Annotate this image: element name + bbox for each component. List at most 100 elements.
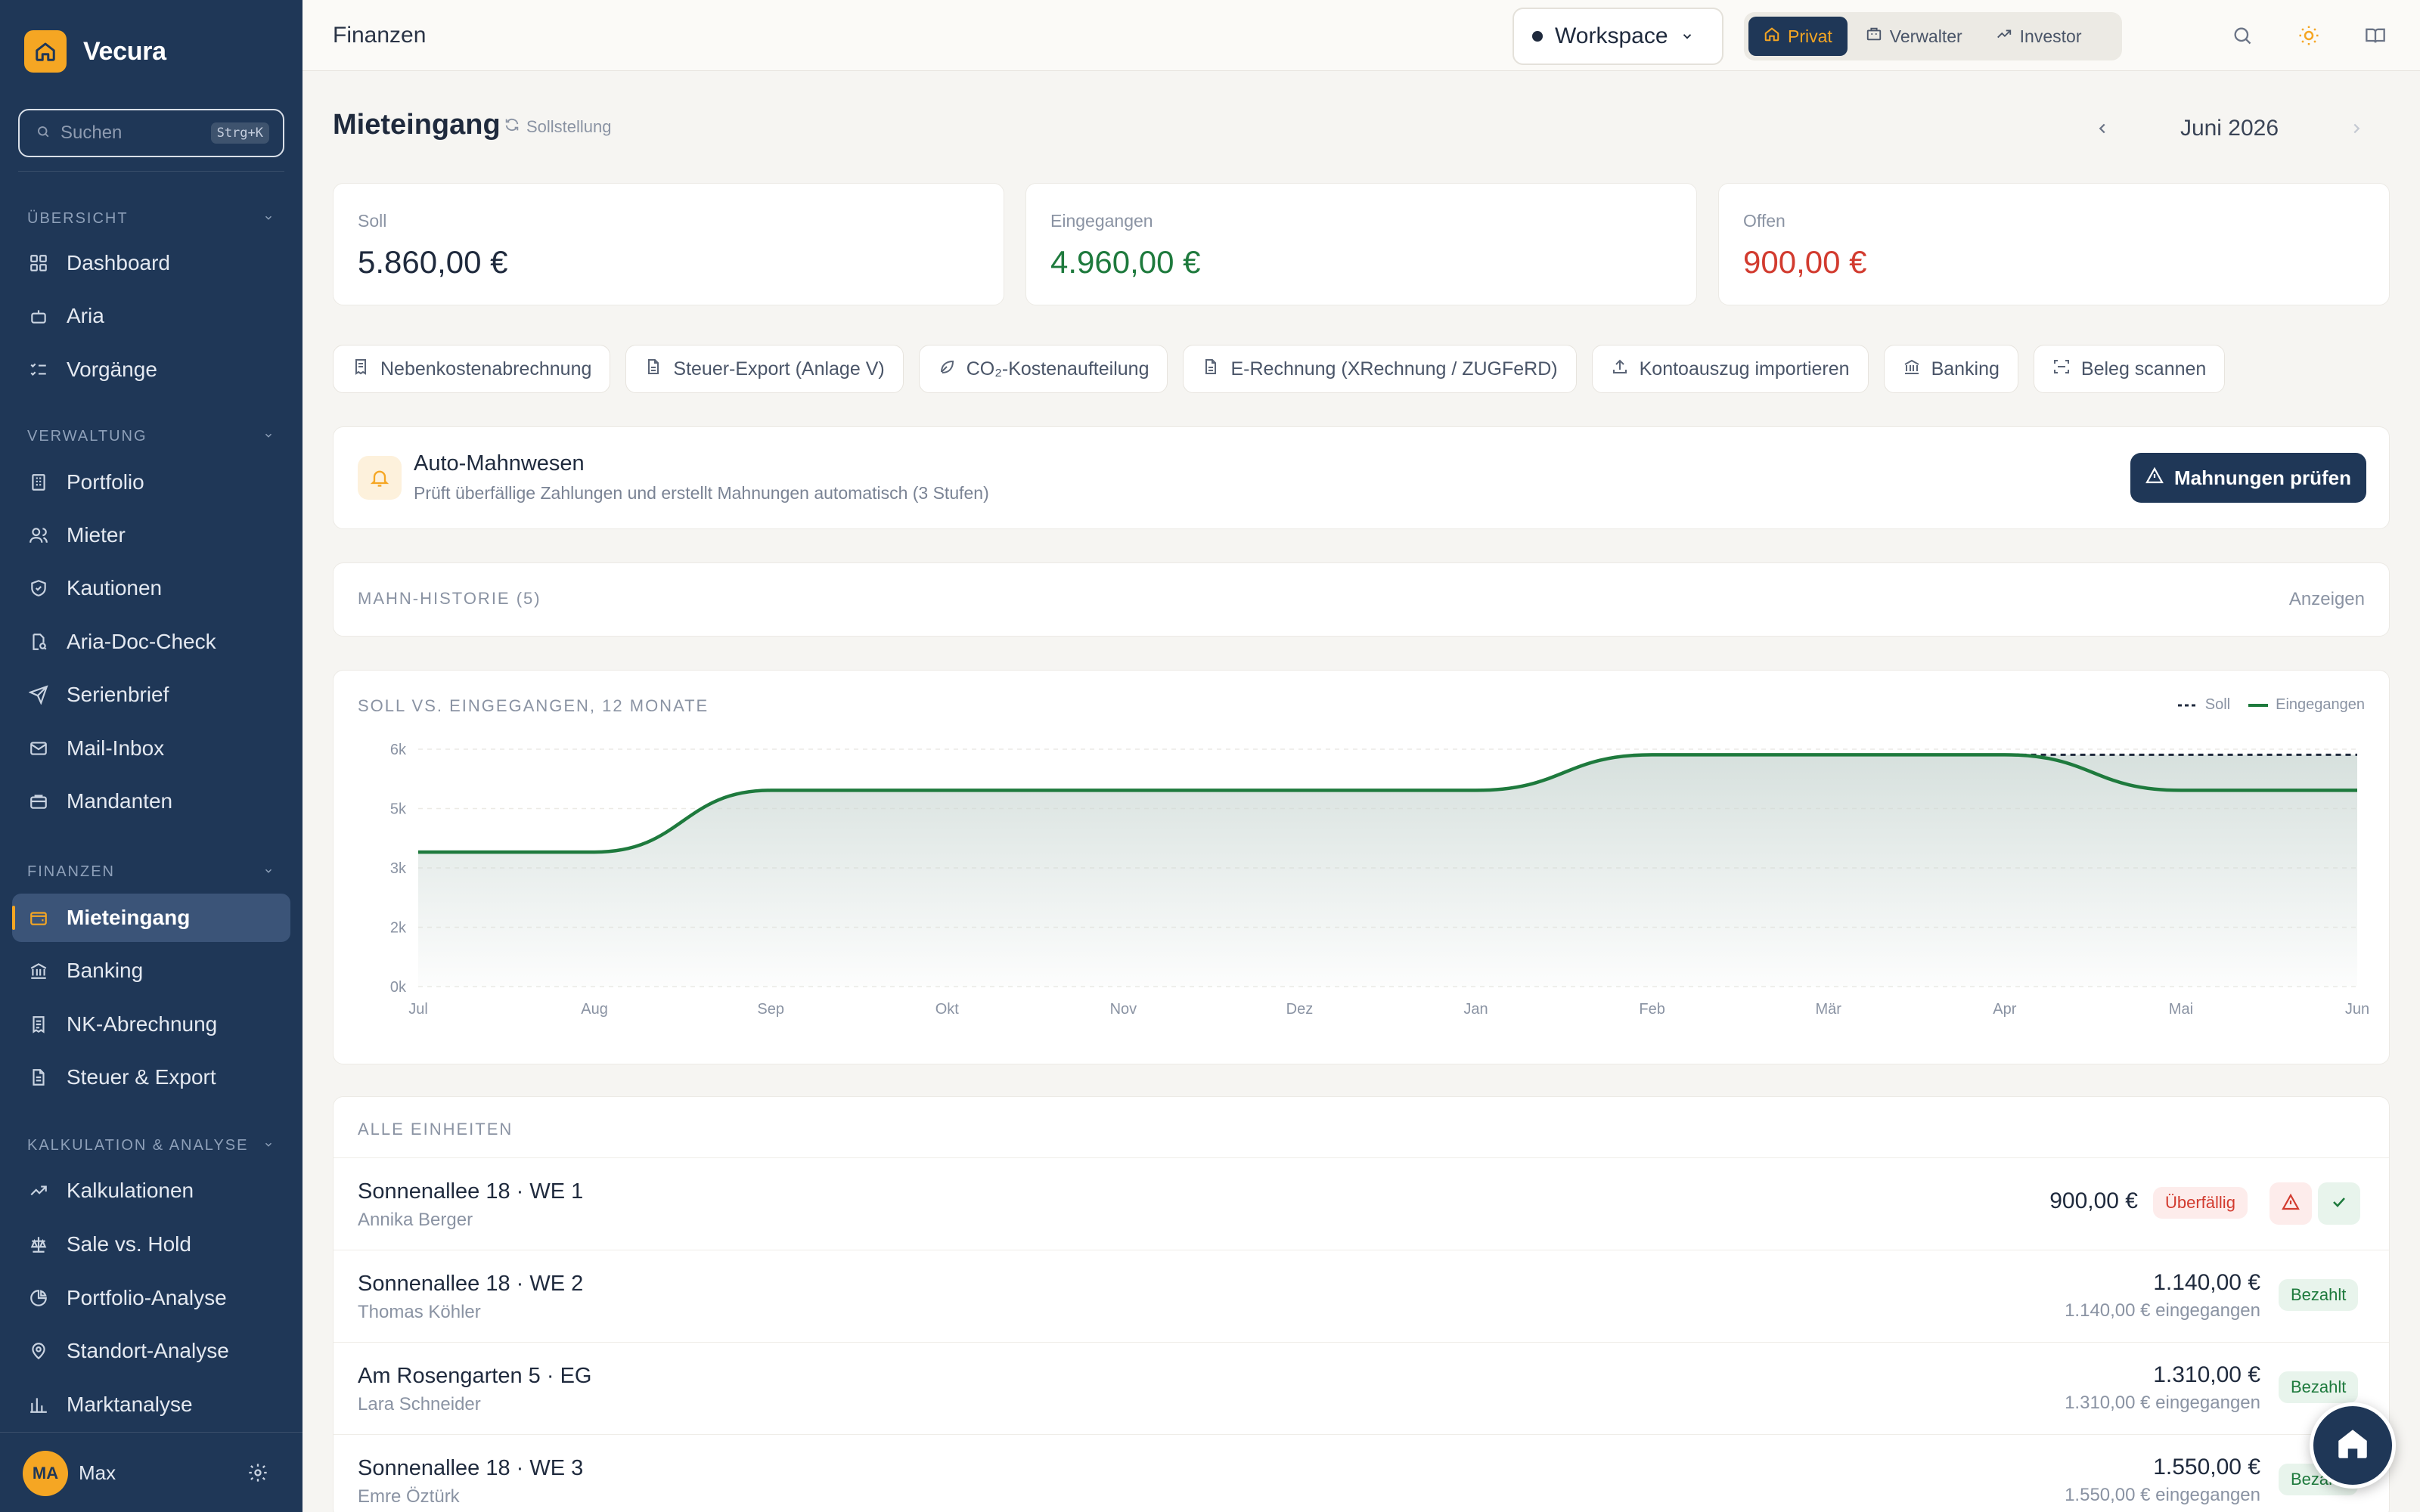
steuer-export-button[interactable]: Steuer-Export (Anlage V)	[625, 345, 904, 393]
role-verwalter[interactable]: Verwalter	[1851, 17, 1978, 56]
page-subtitle[interactable]: Sollstellung	[504, 116, 612, 138]
status-dot	[1532, 31, 1543, 42]
section-header-verwaltung[interactable]: VERWALTUNG	[27, 428, 274, 445]
banking-button[interactable]: Banking	[1883, 345, 2018, 393]
mahnungen-pruefen-button[interactable]: Mahnungen prüfen	[2130, 453, 2366, 503]
kpi-label: Soll	[358, 211, 387, 231]
book-icon[interactable]	[2360, 20, 2391, 51]
sidebar-item-dashboard[interactable]: Dashboard	[12, 239, 290, 287]
sidebar-item-label: Mieteingang	[67, 906, 191, 929]
button-label: Beleg scannen	[2080, 358, 2207, 380]
workspace-switcher[interactable]: Workspace	[1512, 8, 1723, 65]
role-privat[interactable]: Privat	[1748, 17, 1848, 56]
search-input[interactable]: Suchen Strg+K	[18, 109, 284, 157]
sidebar-item-marktanalyse[interactable]: Marktanalyse	[12, 1380, 290, 1429]
avatar[interactable]: MA	[23, 1451, 68, 1496]
received-amount: 1.550,00 € eingegangen	[2065, 1485, 2260, 1505]
sun-icon[interactable]	[2293, 20, 2325, 51]
sidebar-item-serienbrief[interactable]: Serienbrief	[12, 671, 290, 719]
beleg-scannen-button[interactable]: Beleg scannen	[2033, 345, 2226, 393]
sidebar-item-mandanten[interactable]: Mandanten	[12, 777, 290, 826]
nebenkostenabrechnung-button[interactable]: Nebenkostenabrechnung	[333, 345, 611, 393]
chevron-left-icon[interactable]	[2087, 113, 2118, 144]
section-title: ÜBERSICHT	[27, 210, 129, 227]
home-icon	[2334, 1425, 2372, 1467]
trend-icon	[27, 1179, 50, 1202]
legend-swatch-eingegangen	[2248, 703, 2269, 707]
sidebar-item-aria-doc-check[interactable]: Aria-Doc-Check	[12, 618, 290, 666]
table-row[interactable]: Sonnenallee 18 · WE 3 Emre Öztürk 1.550,…	[334, 1434, 2389, 1512]
section-header-finanzen[interactable]: FINANZEN	[27, 863, 274, 881]
section-header-overview[interactable]: ÜBERSICHT	[27, 210, 274, 228]
file-icon	[644, 358, 662, 381]
unit-name: Sonnenallee 18 · WE 3	[358, 1456, 584, 1480]
search-icon	[36, 125, 50, 142]
table-row[interactable]: Am Rosengarten 5 · EG Lara Schneider 1.3…	[334, 1342, 2389, 1434]
send-icon	[27, 683, 50, 706]
unit-amount: 1.140,00 €	[2153, 1270, 2260, 1295]
shield-check-icon	[27, 577, 50, 600]
sidebar-item-steuer-export[interactable]: Steuer & Export	[12, 1053, 290, 1101]
button-label: E-Rechnung (XRechnung / ZUGFeRD)	[1230, 358, 1558, 380]
role-investor[interactable]: Investor	[1981, 17, 2097, 56]
sidebar-item-sale-vs-hold[interactable]: Sale vs. Hold	[12, 1220, 290, 1269]
sidebar-item-vorgaenge[interactable]: Vorgänge	[12, 345, 290, 394]
sidebar-item-standort-analyse[interactable]: Standort-Analyse	[12, 1327, 290, 1375]
brand[interactable]: Vecura	[24, 30, 166, 73]
unit-amount: 900,00 €	[2049, 1188, 2138, 1213]
sidebar-item-label: Steuer & Export	[67, 1065, 216, 1089]
kontoauszug-importieren-button[interactable]: Kontoauszug importieren	[1591, 345, 1869, 393]
sidebar-item-portfolio-analyse[interactable]: Portfolio-Analyse	[12, 1274, 290, 1322]
sidebar-item-mieteingang[interactable]: Mieteingang	[12, 894, 290, 942]
chevron-down-icon	[1680, 23, 1694, 49]
co2-kostenaufteilung-button[interactable]: CO₂-Kostenaufteilung	[918, 345, 1168, 393]
role-label: Verwalter	[1889, 26, 1962, 46]
warning-icon	[2282, 1193, 2300, 1215]
sidebar-item-label: Mieter	[67, 523, 126, 547]
tasks-icon	[27, 358, 50, 381]
unit-amount: 1.310,00 €	[2153, 1362, 2260, 1387]
check-icon	[2330, 1193, 2348, 1215]
section-header-kalkulation[interactable]: KALKULATION & ANALYSE	[27, 1137, 274, 1154]
chart-legend: Soll Eingegangen	[2177, 696, 2365, 714]
tenant-name: Thomas Köhler	[358, 1302, 481, 1322]
chevron-down-icon	[263, 863, 274, 881]
e-rechnung-button[interactable]: E-Rechnung (XRechnung / ZUGFeRD)	[1183, 345, 1577, 393]
sidebar-item-mail-inbox[interactable]: Mail-Inbox	[12, 724, 290, 773]
scan-icon	[2052, 358, 2071, 381]
y-tick-label: 5k	[390, 801, 407, 818]
gear-icon[interactable]	[245, 1460, 271, 1486]
units-list: ALLE EINHEITEN Sonnenallee 18 · WE 1 Ann…	[333, 1096, 2390, 1512]
sidebar-item-banking[interactable]: Banking	[12, 947, 290, 995]
y-tick-label: 0k	[390, 979, 407, 996]
table-row[interactable]: Sonnenallee 18 · WE 1 Annika Berger 900,…	[334, 1157, 2389, 1250]
workspace-label: Workspace	[1555, 23, 1668, 48]
file-icon	[1202, 358, 1220, 381]
tenant-name: Lara Schneider	[358, 1394, 481, 1414]
logo-home-icon	[24, 30, 67, 73]
sidebar-item-kalkulationen[interactable]: Kalkulationen	[12, 1167, 290, 1215]
home-icon	[1764, 26, 1780, 47]
sidebar-item-aria[interactable]: Aria	[12, 292, 290, 340]
dunning-button[interactable]	[2270, 1182, 2312, 1225]
sidebar-item-mieter[interactable]: Mieter	[12, 511, 290, 559]
page-title: Mieteingang	[333, 109, 501, 141]
sidebar-item-label: Portfolio-Analyse	[67, 1286, 227, 1309]
sidebar-item-portfolio[interactable]: Portfolio	[12, 458, 290, 507]
topbar: Finanzen Workspace Privat Verwalter Inve…	[302, 0, 2420, 71]
assistant-home-button[interactable]	[2310, 1402, 2396, 1489]
kpi-eingegangen: Eingegangen 4.960,00 €	[1025, 183, 1697, 305]
kpi-soll: Soll 5.860,00 €	[333, 183, 1004, 305]
show-history-link[interactable]: Anzeigen	[2288, 589, 2365, 609]
scale-icon	[27, 1233, 50, 1256]
unit-name: Sonnenallee 18 · WE 1	[358, 1179, 584, 1204]
search-icon[interactable]	[2226, 20, 2258, 51]
subtitle-label: Sollstellung	[526, 117, 612, 136]
doc-search-icon	[27, 631, 50, 653]
sidebar-item-kautionen[interactable]: Kautionen	[12, 564, 290, 612]
month-navigator: Juni 2026	[2087, 107, 2372, 150]
table-row[interactable]: Sonnenallee 18 · WE 2 Thomas Köhler 1.14…	[334, 1250, 2389, 1342]
sidebar-item-nk-abrechnung[interactable]: NK-Abrechnung	[12, 1000, 290, 1049]
chevron-right-icon[interactable]	[2341, 113, 2372, 144]
mark-paid-button[interactable]	[2318, 1182, 2360, 1225]
